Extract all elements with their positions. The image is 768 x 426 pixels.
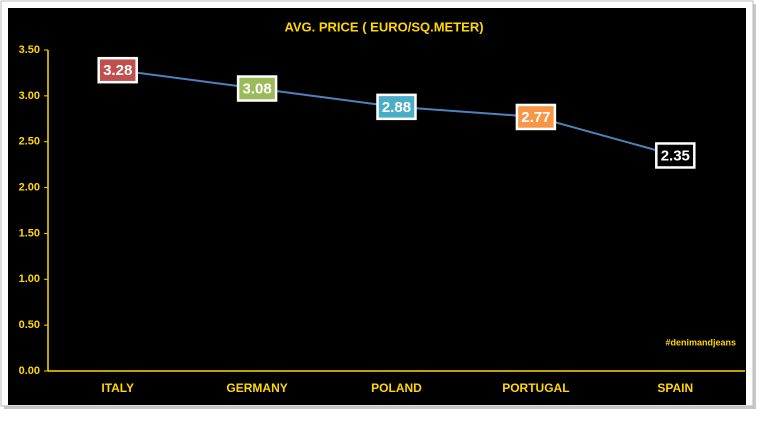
x-tick-label: POLAND [371, 381, 422, 395]
data-label: 2.77 [521, 109, 550, 126]
chart-title: AVG. PRICE ( EURO/SQ.METER) [284, 19, 483, 34]
data-label: 3.08 [242, 80, 271, 97]
y-tick-label: 2.00 [19, 181, 40, 193]
data-label: 2.35 [661, 147, 690, 164]
data-label-box [655, 142, 696, 169]
y-tick-label: 2.50 [19, 136, 40, 148]
data-label-box [236, 75, 278, 102]
x-tick-label: ITALY [101, 381, 134, 395]
y-tick-label: 1.00 [19, 273, 40, 285]
y-tick-label: 3.00 [19, 90, 40, 102]
data-label-box [376, 93, 417, 121]
data-label: 2.88 [382, 99, 411, 116]
x-tick-label: SPAIN [657, 381, 693, 395]
y-tick-label: 1.50 [19, 227, 40, 239]
x-tick-label: PORTUGAL [502, 381, 569, 395]
x-tick-label: GERMANY [226, 381, 287, 395]
data-label-box [97, 56, 138, 84]
y-tick-label: 3.50 [19, 44, 40, 56]
data-label: 3.28 [103, 62, 132, 79]
data-label-box [515, 103, 557, 131]
y-tick-label: 0.50 [19, 319, 40, 331]
annotation: #denimandjeans [665, 337, 736, 347]
y-tick-label: 0.00 [19, 365, 40, 377]
